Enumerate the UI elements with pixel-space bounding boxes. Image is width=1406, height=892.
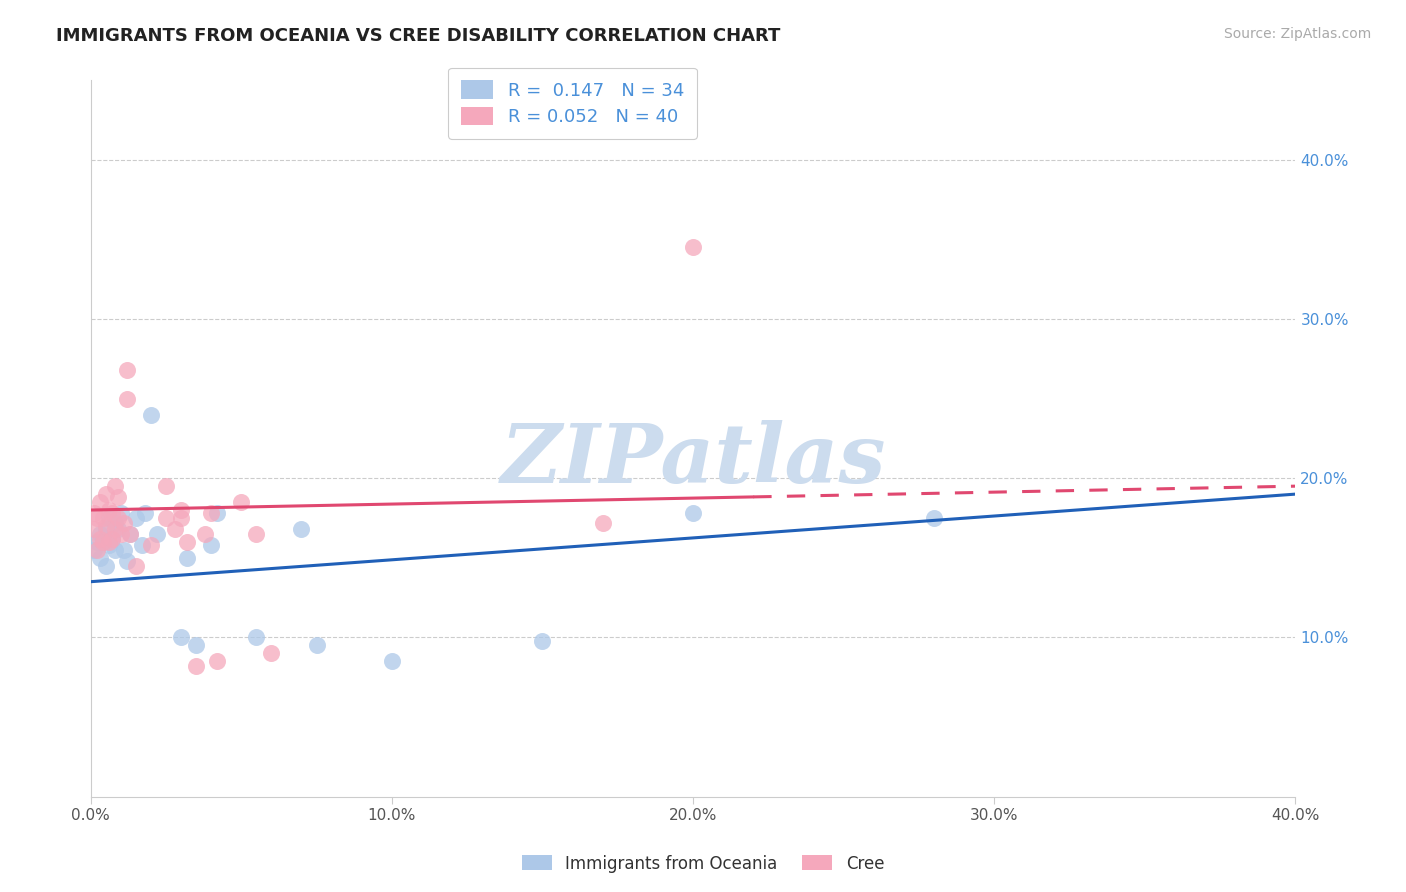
- Point: [100, 532, 122, 546]
- Point: [94, 558, 117, 573]
- Point: [91, 511, 114, 525]
- Point: [91, 535, 114, 549]
- Point: [97, 535, 120, 549]
- Point: [89, 532, 111, 546]
- Point: [163, 522, 186, 536]
- Point: [194, 527, 217, 541]
- Point: [146, 527, 169, 541]
- Point: [531, 633, 554, 648]
- Text: Source: ZipAtlas.com: Source: ZipAtlas.com: [1223, 27, 1371, 41]
- Point: [134, 506, 156, 520]
- Point: [89, 550, 111, 565]
- Legend: R =  0.147   N = 34, R = 0.052   N = 40: R = 0.147 N = 34, R = 0.052 N = 40: [449, 68, 697, 139]
- Legend: Immigrants from Oceania, Cree: Immigrants from Oceania, Cree: [515, 848, 891, 880]
- Point: [231, 495, 253, 509]
- Point: [97, 538, 120, 552]
- Point: [89, 527, 111, 541]
- Point: [139, 408, 162, 422]
- Point: [104, 542, 127, 557]
- Point: [83, 542, 105, 557]
- Point: [118, 527, 141, 541]
- Point: [170, 511, 193, 525]
- Point: [94, 522, 117, 536]
- Point: [115, 363, 138, 377]
- Point: [100, 532, 122, 546]
- Point: [155, 479, 177, 493]
- Point: [139, 538, 162, 552]
- Point: [94, 487, 117, 501]
- Point: [110, 527, 132, 541]
- Point: [184, 659, 207, 673]
- Point: [118, 527, 141, 541]
- Point: [86, 535, 108, 549]
- Point: [245, 631, 267, 645]
- Point: [97, 503, 120, 517]
- Point: [682, 506, 704, 520]
- Point: [205, 654, 228, 668]
- Point: [305, 639, 328, 653]
- Point: [155, 511, 177, 525]
- Point: [104, 516, 127, 530]
- Point: [91, 535, 114, 549]
- Point: [97, 511, 120, 525]
- Point: [125, 511, 148, 525]
- Point: [110, 506, 132, 520]
- Point: [115, 392, 138, 406]
- Text: IMMIGRANTS FROM OCEANIA VS CREE DISABILITY CORRELATION CHART: IMMIGRANTS FROM OCEANIA VS CREE DISABILI…: [56, 27, 780, 45]
- Point: [922, 511, 945, 525]
- Point: [245, 527, 267, 541]
- Point: [107, 522, 129, 536]
- Point: [131, 538, 153, 552]
- Point: [200, 538, 222, 552]
- Point: [86, 511, 108, 525]
- Point: [260, 646, 283, 660]
- Point: [125, 558, 148, 573]
- Point: [290, 522, 312, 536]
- Point: [100, 506, 122, 520]
- Point: [89, 495, 111, 509]
- Point: [184, 639, 207, 653]
- Point: [86, 542, 108, 557]
- Text: ZIPatlas: ZIPatlas: [501, 420, 886, 500]
- Point: [176, 535, 198, 549]
- Point: [112, 542, 135, 557]
- Point: [107, 511, 129, 525]
- Point: [170, 631, 193, 645]
- Point: [381, 654, 404, 668]
- Point: [107, 491, 129, 505]
- Point: [94, 519, 117, 533]
- Point: [205, 506, 228, 520]
- Point: [176, 550, 198, 565]
- Point: [83, 522, 105, 536]
- Point: [170, 503, 193, 517]
- Point: [104, 479, 127, 493]
- Point: [104, 522, 127, 536]
- Point: [83, 506, 105, 520]
- Point: [112, 516, 135, 530]
- Point: [200, 506, 222, 520]
- Point: [682, 240, 704, 254]
- Point: [115, 554, 138, 568]
- Point: [592, 516, 614, 530]
